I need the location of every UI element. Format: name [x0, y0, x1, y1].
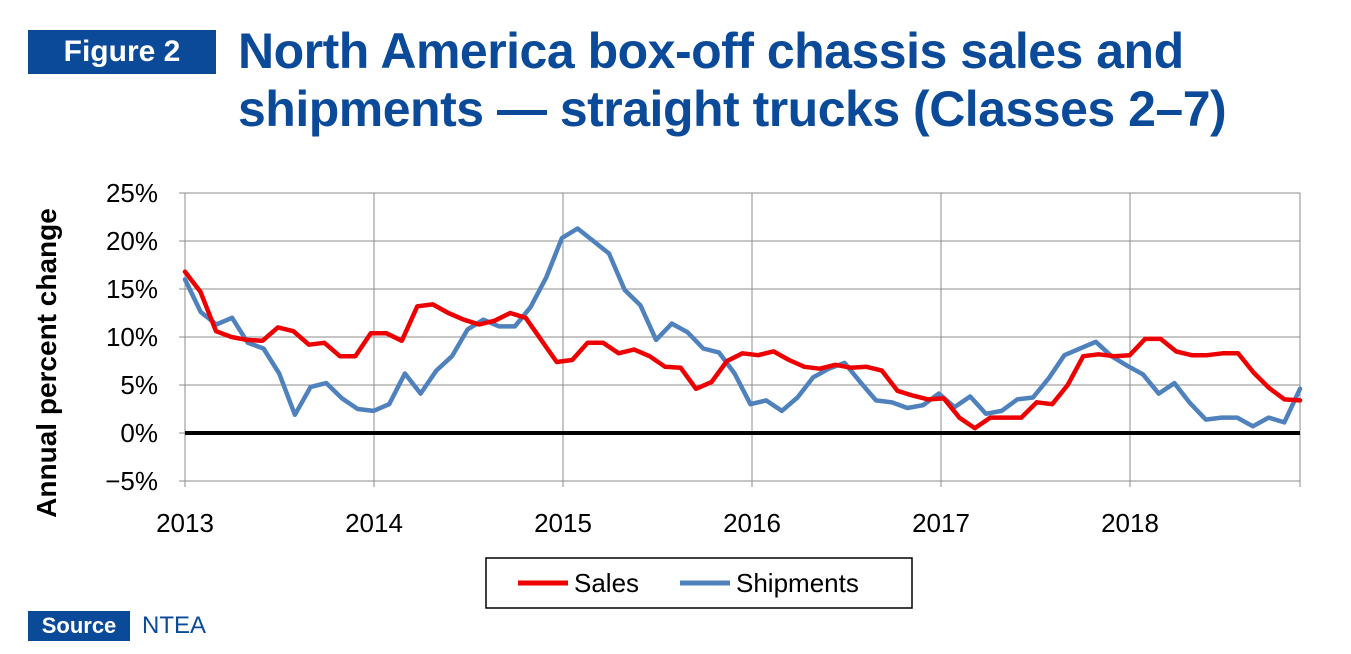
y-tick-label: 20% — [106, 226, 158, 256]
axes — [179, 192, 1301, 487]
legend-sales-label: Sales — [574, 568, 639, 598]
x-tick-labels: 2013 2014 2015 2016 2017 2018 — [156, 508, 1159, 538]
x-tick-label: 2013 — [156, 508, 214, 538]
y-tick-labels: 25% 20% 15% 10% 5% 0% −5% — [105, 178, 158, 496]
y-tick-label: −5% — [105, 466, 158, 496]
source-label: Source — [28, 611, 130, 641]
y-tick-label: 25% — [106, 178, 158, 208]
x-tick-label: 2016 — [723, 508, 781, 538]
series-line-sales — [182, 269, 1303, 431]
y-tick-label: 15% — [106, 274, 158, 304]
y-tick-label: 5% — [120, 370, 158, 400]
legend: Sales Shipments — [485, 557, 913, 609]
y-tick-label: 0% — [120, 418, 158, 448]
x-tick-label: 2017 — [912, 508, 970, 538]
series-lines — [182, 226, 1303, 431]
x-tick-label: 2015 — [534, 508, 592, 538]
source-text: NTEA — [142, 612, 207, 639]
grid — [184, 192, 1301, 482]
x-tick-label: 2014 — [345, 508, 403, 538]
chart-title: North America box-off chassis sales and … — [238, 23, 1227, 137]
figure-label: Figure 2 — [28, 30, 216, 74]
series-line-shipments — [182, 226, 1303, 429]
y-tick-label: 10% — [106, 322, 158, 352]
y-axis-label: Annual percent change — [31, 208, 62, 518]
legend-shipments-label: Shipments — [736, 568, 859, 598]
x-tick-label: 2018 — [1101, 508, 1159, 538]
